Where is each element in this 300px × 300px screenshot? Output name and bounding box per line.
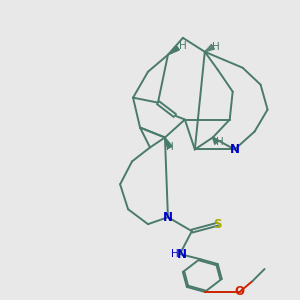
Polygon shape <box>168 46 179 55</box>
Text: H: H <box>179 41 187 51</box>
Text: N: N <box>230 143 240 156</box>
Text: H: H <box>166 142 174 152</box>
Text: N: N <box>177 248 187 261</box>
Text: H: H <box>216 137 224 148</box>
Text: S: S <box>214 218 222 231</box>
Text: H: H <box>212 42 220 52</box>
Polygon shape <box>165 137 172 148</box>
Text: O: O <box>235 285 245 298</box>
Text: N: N <box>163 211 173 224</box>
Text: H: H <box>171 249 179 259</box>
